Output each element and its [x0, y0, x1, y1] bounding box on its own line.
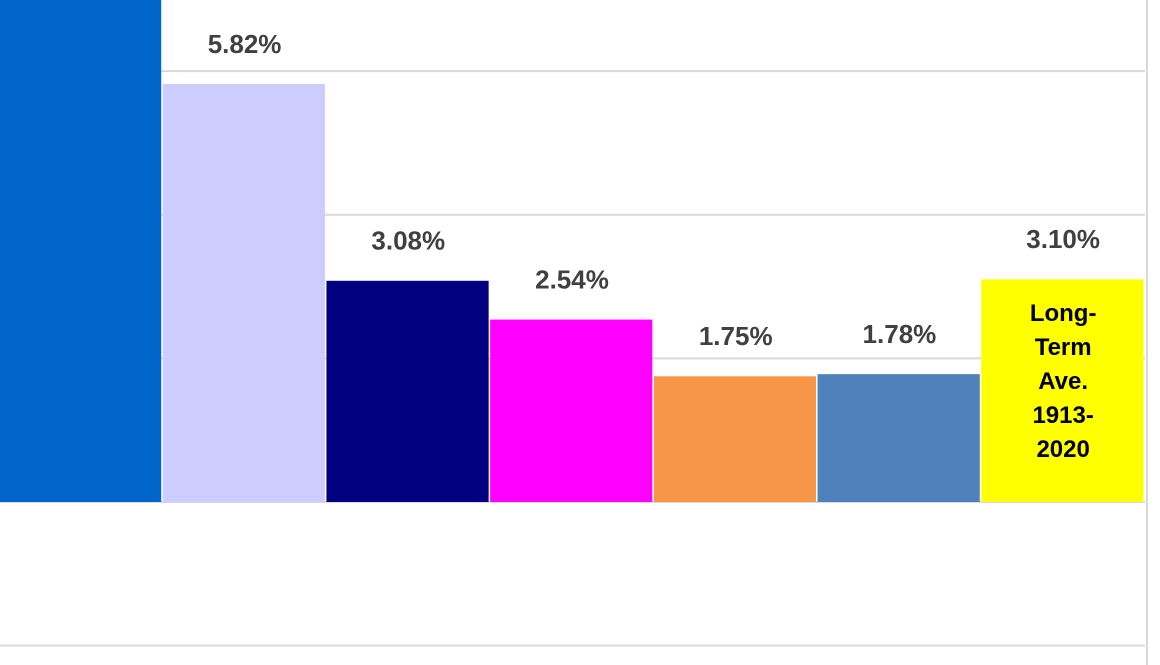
data-label: 1.78% — [863, 319, 937, 349]
data-label: 3.10% — [1026, 224, 1100, 254]
bar — [490, 319, 653, 502]
bar — [326, 280, 489, 502]
data-label: 2.54% — [535, 264, 609, 294]
bar — [817, 374, 980, 502]
bar — [981, 279, 1144, 502]
bar — [0, 0, 162, 502]
data-label: 1.75% — [699, 321, 773, 351]
data-label: 3.08% — [371, 226, 445, 256]
bar — [653, 376, 817, 502]
bar — [162, 84, 325, 502]
data-label: 5.82% — [208, 29, 282, 59]
category-label: Long-Term Ave. 1913-2020 — [1029, 300, 1097, 464]
